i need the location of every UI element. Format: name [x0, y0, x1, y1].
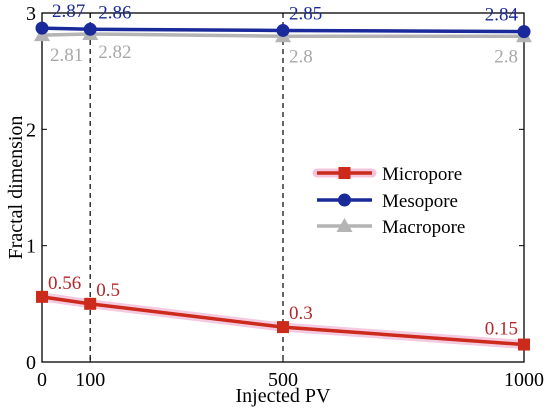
y-tick-label: 2	[26, 119, 36, 141]
y-axis-label: Fractal dimension	[5, 116, 27, 260]
micropore-point	[277, 321, 289, 334]
macropore-line	[41, 32, 524, 39]
x-tick-label: 1000	[504, 369, 544, 391]
micropore-line	[41, 295, 525, 347]
micropore-point	[84, 297, 97, 310]
legend: Micropore Mesopore Macropore	[312, 164, 465, 238]
micropore-data-label: 0.56	[48, 273, 81, 294]
macropore-data-label: 2.8	[289, 46, 313, 67]
mesopore-point	[35, 21, 49, 35]
mesopore-point	[517, 25, 531, 39]
legend-item-macropore: Macropore	[317, 217, 465, 238]
mesopore-data-label: 2.85	[289, 3, 322, 24]
y-tick-label: 1	[26, 236, 36, 258]
axis-ticks: 0 100 500 1000 0 1 2 3	[26, 3, 544, 391]
macropore-data-label: 2.8	[494, 46, 518, 67]
data-labels: 0.56 0.5 0.3 0.15 2.87 2.86 2.85 2.84 2.81 2.82 2.…	[48, 1, 519, 339]
x-tick-label: 500	[268, 369, 298, 391]
x-tick-label: 100	[75, 369, 105, 391]
legend-label: Macropore	[382, 217, 465, 238]
x-axis-label: Injected PV	[236, 385, 332, 407]
legend-label: Mesopore	[382, 191, 458, 212]
legend-label: Micropore	[382, 164, 462, 185]
series	[34, 21, 532, 351]
y-tick-label: 3	[26, 3, 36, 25]
mesopore-data-label: 2.86	[98, 2, 131, 23]
x-tick-label: 0	[37, 369, 47, 391]
micropore-data-label: 0.5	[96, 280, 120, 301]
macropore-data-label: 2.81	[50, 45, 83, 66]
legend-item-mesopore: Mesopore	[317, 191, 458, 212]
mesopore-data-label: 2.84	[485, 5, 519, 26]
legend-marker	[336, 218, 353, 232]
micropore-point	[518, 338, 530, 351]
macropore-data-label: 2.82	[98, 42, 131, 63]
mesopore-point	[276, 23, 290, 37]
legend-marker	[338, 193, 351, 207]
mesopore-point	[83, 22, 97, 36]
y-tick-label: 0	[26, 352, 36, 374]
legend-marker	[338, 167, 351, 179]
micropore-data-label: 0.3	[289, 303, 313, 324]
legend-item-micropore: Micropore	[312, 164, 462, 185]
micropore-point	[36, 290, 48, 303]
mesopore-line	[41, 26, 525, 34]
micropore-data-label: 0.15	[485, 319, 518, 340]
mesopore-data-label: 2.87	[52, 1, 85, 22]
